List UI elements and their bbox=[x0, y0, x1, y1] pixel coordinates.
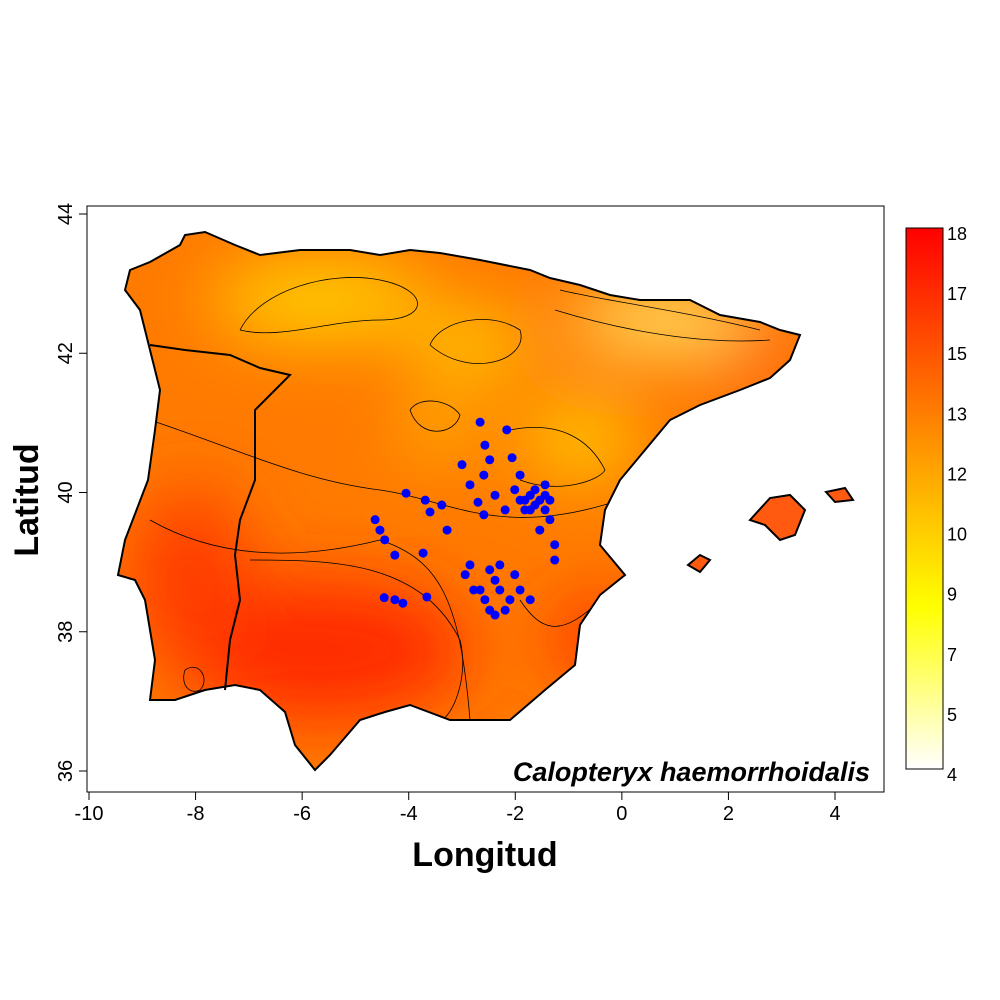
occurrence-point bbox=[380, 535, 390, 545]
occurrence-point bbox=[375, 525, 385, 535]
occurrence-point bbox=[379, 593, 389, 603]
occurrence-point bbox=[515, 495, 525, 505]
y-tick-label: 42 bbox=[55, 342, 77, 364]
species-name: Calopteryx haemorrhoidalis bbox=[513, 757, 870, 787]
y-axis-title: Latitud bbox=[8, 443, 46, 556]
occurrence-point bbox=[490, 610, 500, 620]
occurrence-point bbox=[525, 490, 535, 500]
occurrence-point bbox=[390, 550, 400, 560]
occurrence-point bbox=[545, 495, 555, 505]
occurrence-point bbox=[401, 488, 411, 498]
y-tick-label: 40 bbox=[55, 481, 77, 503]
occurrence-point bbox=[540, 505, 550, 515]
x-axis: -10 -8 -6 -4 -2 0 2 4 bbox=[75, 791, 841, 825]
occurrence-point bbox=[490, 575, 500, 585]
legend-label: 15 bbox=[947, 344, 967, 364]
x-tick-label: 2 bbox=[723, 803, 734, 825]
occurrence-point bbox=[495, 585, 505, 595]
legend-label: 4 bbox=[947, 765, 957, 785]
x-tick-label: 4 bbox=[829, 803, 840, 825]
x-tick-label: -4 bbox=[400, 803, 418, 825]
occurrence-point bbox=[437, 500, 447, 510]
occurrence-point bbox=[420, 495, 430, 505]
balearic-islands bbox=[686, 486, 855, 574]
occurrence-point bbox=[457, 460, 467, 470]
occurrence-point bbox=[479, 510, 489, 520]
occurrence-point bbox=[475, 417, 485, 427]
contour-lines bbox=[149, 277, 771, 721]
occurrence-point bbox=[550, 555, 560, 565]
occurrence-point bbox=[500, 605, 510, 615]
x-tick-label: -8 bbox=[187, 803, 205, 825]
occurrence-points bbox=[370, 417, 560, 620]
legend-label: 18 bbox=[947, 224, 967, 244]
occurrence-point bbox=[422, 592, 432, 602]
legend-label: 5 bbox=[947, 705, 957, 725]
occurrence-point bbox=[505, 595, 515, 605]
occurrence-point bbox=[442, 525, 452, 535]
occurrence-point bbox=[475, 585, 485, 595]
legend-label: 12 bbox=[947, 464, 967, 484]
occurrence-point bbox=[425, 507, 435, 517]
occurrence-point bbox=[480, 440, 490, 450]
occurrence-point bbox=[530, 500, 540, 510]
occurrence-point bbox=[510, 485, 520, 495]
legend-label: 7 bbox=[947, 645, 957, 665]
occurrence-point bbox=[460, 570, 470, 580]
occurrence-point bbox=[370, 515, 380, 525]
occurrence-point bbox=[490, 490, 500, 500]
occurrence-point bbox=[515, 585, 525, 595]
y-axis: 36 38 40 42 44 bbox=[55, 203, 88, 782]
occurrence-point bbox=[465, 560, 475, 570]
occurrence-point bbox=[390, 595, 400, 605]
y-tick-label: 36 bbox=[55, 760, 77, 782]
legend-label: 9 bbox=[947, 585, 957, 605]
occurrence-point bbox=[473, 497, 483, 507]
occurrence-point bbox=[507, 453, 517, 463]
legend-label: 17 bbox=[947, 284, 967, 304]
occurrence-point bbox=[502, 425, 512, 435]
color-legend-labels: 18 17 15 13 12 10 9 7 5 4 bbox=[947, 224, 967, 785]
y-tick-label: 44 bbox=[55, 203, 77, 225]
x-tick-label: -10 bbox=[75, 803, 104, 825]
color-legend-bar bbox=[905, 227, 944, 770]
occurrence-point bbox=[479, 470, 489, 480]
legend-label: 13 bbox=[947, 404, 967, 424]
occurrence-point bbox=[398, 598, 408, 608]
occurrence-point bbox=[550, 540, 560, 550]
x-tick-label: 0 bbox=[616, 803, 627, 825]
portugal-border bbox=[149, 344, 292, 691]
occurrence-point bbox=[485, 565, 495, 575]
occurrence-point bbox=[465, 480, 475, 490]
occurrence-point bbox=[535, 525, 545, 535]
occurrence-point bbox=[418, 548, 428, 558]
occurrence-point bbox=[500, 505, 510, 515]
occurrence-point bbox=[485, 455, 495, 465]
occurrence-point bbox=[525, 595, 535, 605]
occurrence-point bbox=[540, 480, 550, 490]
occurrence-point bbox=[515, 470, 525, 480]
y-tick-label: 38 bbox=[55, 621, 77, 643]
occurrence-point bbox=[520, 505, 530, 515]
x-tick-label: -6 bbox=[293, 803, 311, 825]
iberia-coastline bbox=[116, 230, 802, 772]
occurrence-point bbox=[545, 515, 555, 525]
occurrence-point bbox=[510, 570, 520, 580]
x-axis-title: Longitud bbox=[412, 836, 557, 874]
occurrence-point bbox=[495, 560, 505, 570]
x-tick-label: -2 bbox=[506, 803, 524, 825]
legend-label: 10 bbox=[947, 525, 967, 545]
occurrence-point bbox=[469, 585, 479, 595]
occurrence-point bbox=[480, 595, 490, 605]
